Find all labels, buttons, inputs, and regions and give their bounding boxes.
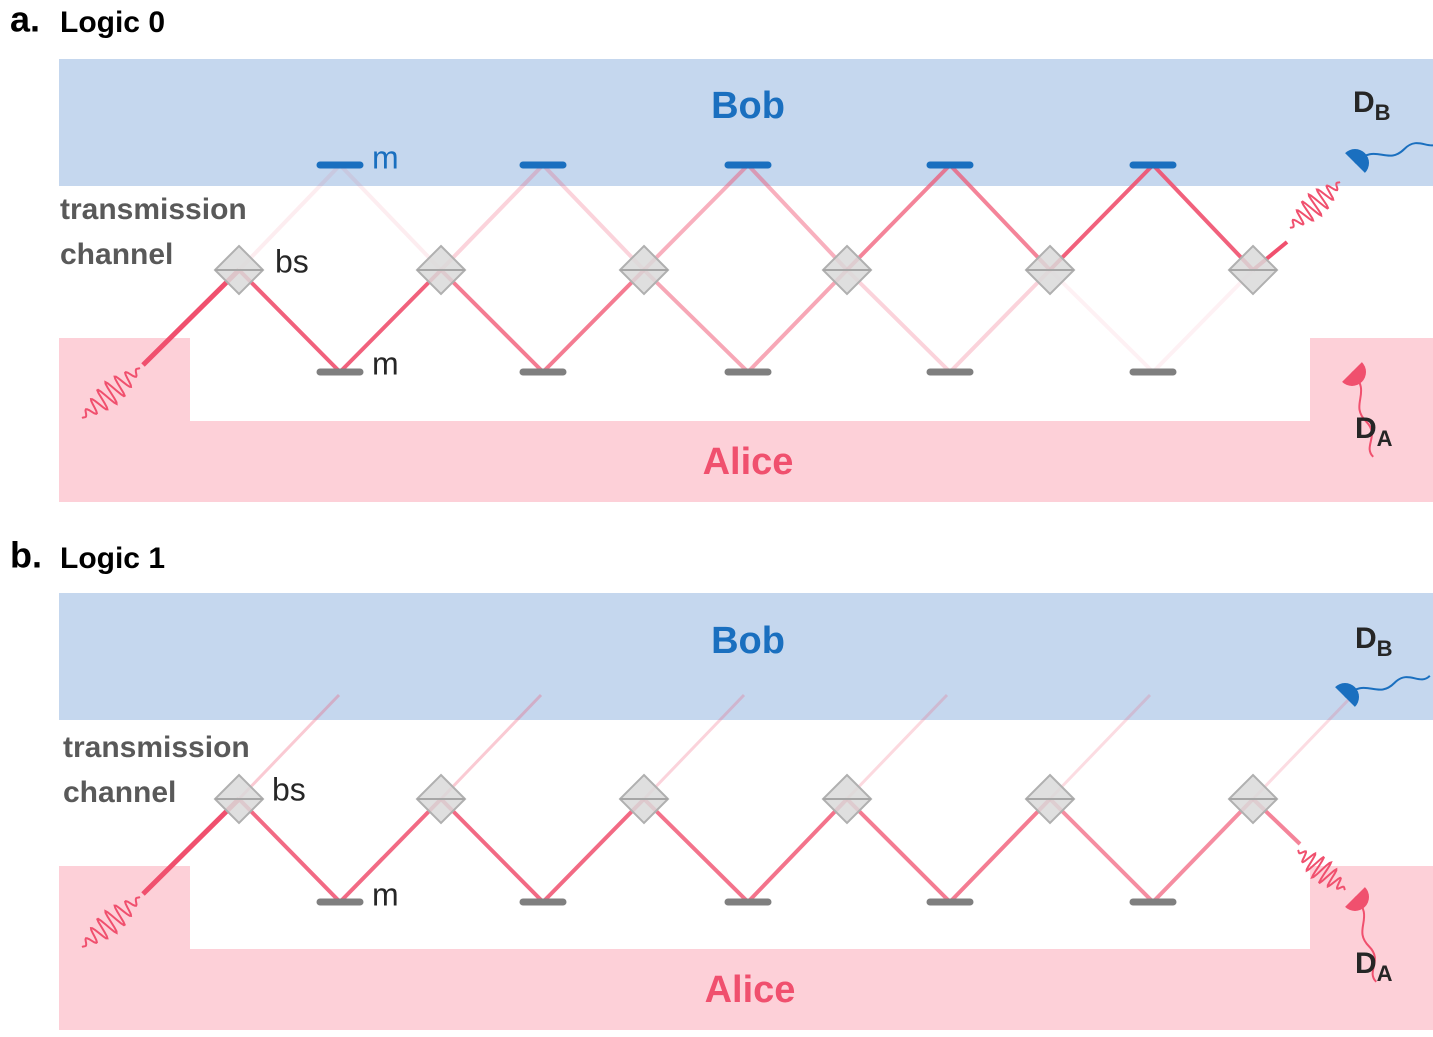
beam bbox=[1048, 797, 1255, 904]
mirror-label: m bbox=[372, 876, 399, 912]
beam bbox=[1048, 693, 1152, 801]
beam bbox=[237, 797, 443, 904]
panel: b. Logic 1 Bob Alice transmission channe… bbox=[10, 535, 1433, 1030]
detector-sub: B bbox=[1377, 636, 1393, 661]
panel-label: b. bbox=[10, 535, 42, 576]
detector bbox=[1335, 674, 1431, 707]
bob-label: Bob bbox=[711, 85, 785, 127]
mirror-label: m bbox=[372, 345, 399, 381]
detector-main: D bbox=[1355, 622, 1377, 655]
bs-label: bs bbox=[275, 243, 309, 279]
beam bbox=[642, 268, 849, 374]
beam bbox=[237, 268, 443, 374]
channel-label: transmission bbox=[63, 731, 250, 764]
photon bbox=[1297, 849, 1346, 891]
detector bbox=[1345, 140, 1433, 173]
channel-label: channel bbox=[60, 238, 173, 271]
detector-wire bbox=[1354, 140, 1433, 164]
beam bbox=[439, 797, 646, 904]
panel-title: Logic 0 bbox=[60, 6, 165, 39]
alice-label: Alice bbox=[703, 441, 794, 483]
bob-label: Bob bbox=[711, 620, 785, 662]
bs-label: bs bbox=[272, 771, 306, 807]
mirror-label: m bbox=[372, 139, 399, 175]
detector-main: D bbox=[1355, 947, 1377, 980]
detector bbox=[1345, 887, 1378, 983]
beam bbox=[141, 268, 241, 367]
detector-a-label: DA bbox=[1355, 947, 1393, 986]
detector bbox=[1342, 362, 1375, 458]
panel-shapes bbox=[59, 59, 1433, 502]
panel-shapes bbox=[59, 593, 1433, 1030]
beam bbox=[642, 693, 746, 801]
photon bbox=[81, 367, 141, 419]
beam bbox=[845, 693, 949, 801]
beam bbox=[1251, 693, 1355, 801]
detector-b-label: DB bbox=[1353, 86, 1391, 125]
beam bbox=[642, 797, 849, 904]
channel-label: channel bbox=[63, 776, 176, 809]
detector-wire bbox=[1354, 896, 1378, 983]
beam bbox=[845, 797, 1052, 904]
photon bbox=[1289, 181, 1341, 229]
detector-main: D bbox=[1353, 86, 1375, 119]
detector-a-label: DA bbox=[1355, 412, 1393, 451]
detector-sub: A bbox=[1377, 426, 1393, 451]
detector-wire bbox=[1344, 674, 1431, 698]
panel: a. Logic 0 Bob Alice transmission channe… bbox=[10, 0, 1433, 502]
panel-title: Logic 1 bbox=[60, 542, 165, 575]
beam bbox=[439, 268, 646, 374]
beam bbox=[237, 693, 341, 801]
photon bbox=[81, 896, 141, 948]
detector-sub: A bbox=[1377, 961, 1393, 986]
beam bbox=[141, 797, 241, 896]
beam bbox=[439, 693, 543, 801]
channel-label: transmission bbox=[60, 193, 247, 226]
detector-wire bbox=[1351, 371, 1375, 458]
beam bbox=[845, 268, 1052, 374]
bob-region bbox=[59, 593, 1433, 720]
alice-region bbox=[59, 338, 1433, 502]
beam bbox=[1048, 268, 1255, 374]
detector-b-label: DB bbox=[1355, 622, 1393, 661]
panel-label: a. bbox=[10, 0, 40, 40]
alice-label: Alice bbox=[705, 969, 796, 1011]
detector-sub: B bbox=[1375, 100, 1391, 125]
alice-region bbox=[59, 866, 1433, 1030]
detector-main: D bbox=[1355, 412, 1377, 445]
